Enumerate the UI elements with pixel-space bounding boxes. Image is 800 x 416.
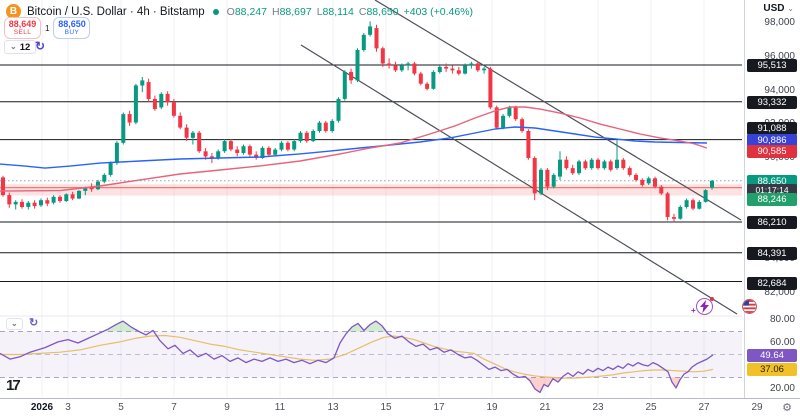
time-axis-label: 7: [171, 402, 177, 413]
price-badge: 82,684: [747, 276, 797, 290]
price-badge: 86,210: [747, 215, 797, 229]
time-axis-label: 13: [327, 402, 339, 413]
price-axis-label: 90,000: [764, 152, 795, 163]
timezone-settings-icon[interactable]: ⚙: [782, 402, 792, 414]
price-badge: 90,585: [747, 144, 797, 158]
sell-button[interactable]: 88,649 SELL: [4, 17, 41, 39]
price-badge: 84,391: [747, 246, 797, 260]
price-axis-label: 60.00: [769, 337, 795, 348]
time-axis-label: 19: [486, 402, 498, 413]
price-badge: 90,886: [747, 133, 797, 147]
buy-button[interactable]: 88,650 BUY: [53, 17, 91, 39]
price-axis-label: 96,000: [764, 50, 795, 62]
chevron-down-icon: ⌄: [10, 42, 17, 51]
time-axis-label: 9: [224, 402, 230, 413]
price-zone: [0, 184, 742, 196]
price-axis[interactable]: USD ⌄ 98,00096,00094,00092,00090,00088,0…: [744, 0, 800, 398]
us-flag-icon[interactable]: [742, 299, 757, 314]
time-axis-label: 25: [645, 402, 657, 413]
time-axis-label: 3: [65, 402, 71, 413]
time-axis-label: 21: [539, 402, 551, 413]
price-axis-label: 94,000: [764, 84, 795, 96]
time-axis-label: 23: [592, 402, 604, 413]
price-badge: 95,513: [747, 58, 797, 72]
time-axis-label: 5: [118, 402, 124, 413]
sparkle-icon: +: [691, 306, 696, 315]
price-badge: 88,246: [747, 192, 797, 206]
time-axis-year-label: 2026: [30, 402, 54, 413]
rsi-sync-icon[interactable]: ↻: [29, 317, 39, 329]
price-badge: 93,332: [747, 95, 797, 109]
time-axis[interactable]: ⚙ 2026 3 5 7 9 11 13 15 17 19 21 23 25 27 29: [0, 398, 800, 416]
boost-lightning-icon[interactable]: +: [691, 297, 714, 315]
trade-panel: 88,649 SELL 1 88,650 BUY: [4, 17, 91, 39]
notification-dot: [710, 297, 714, 301]
price-badge: 49.64: [747, 348, 797, 362]
time-axis-label: 17: [433, 402, 445, 413]
currency-label: USD ⌄: [763, 3, 794, 14]
sync-icon[interactable]: ↻: [35, 39, 46, 53]
price-axis-label: 20.00: [769, 383, 795, 394]
price-badge: 37.06: [747, 362, 797, 376]
price-badge: 91,088: [747, 121, 797, 135]
price-axis-label: 82,000: [764, 287, 795, 298]
chevron-down-icon: ⌄: [11, 319, 18, 328]
interval-dropdown[interactable]: ⌄ 12: [4, 40, 37, 54]
time-axis-label: 27: [698, 402, 710, 413]
time-axis-label: 29: [751, 402, 763, 413]
rsi-collapse-dropdown[interactable]: ⌄: [6, 318, 23, 330]
time-axis-label: 11: [274, 402, 286, 413]
time-axis-label: 15: [380, 402, 392, 413]
price-axis-label: 98,000: [764, 17, 795, 28]
spread-value: 1: [45, 23, 50, 33]
tradingview-logo[interactable]: 17: [6, 377, 21, 394]
price-axis-label: 80.00: [769, 314, 795, 325]
